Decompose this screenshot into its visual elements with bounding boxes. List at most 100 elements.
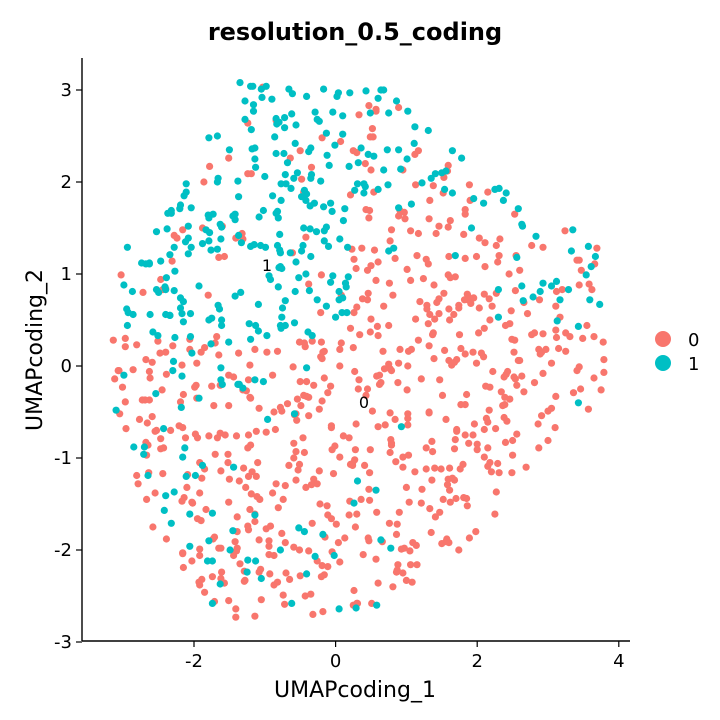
point-cluster-0 — [522, 463, 530, 471]
legend-swatch-0 — [655, 331, 671, 347]
point-cluster-0 — [157, 435, 165, 443]
point-cluster-0 — [374, 423, 382, 431]
point-cluster-1 — [370, 152, 378, 160]
point-cluster-1 — [514, 205, 522, 213]
point-cluster-0 — [356, 331, 364, 339]
point-cluster-0 — [573, 367, 581, 375]
point-cluster-1 — [155, 288, 163, 296]
point-cluster-1 — [529, 293, 537, 301]
point-cluster-1 — [317, 177, 325, 185]
point-cluster-0 — [303, 378, 311, 386]
point-cluster-0 — [232, 613, 240, 621]
point-cluster-0 — [210, 402, 218, 410]
point-cluster-0 — [417, 375, 425, 383]
point-cluster-1 — [307, 252, 315, 261]
point-cluster-0 — [205, 432, 213, 440]
point-cluster-0 — [302, 233, 310, 241]
point-cluster-0 — [181, 434, 190, 442]
point-cluster-1 — [312, 228, 321, 236]
point-cluster-0 — [442, 415, 450, 423]
point-cluster-0 — [346, 191, 355, 199]
point-cluster-0 — [569, 389, 578, 397]
point-cluster-0 — [373, 508, 381, 516]
point-cluster-1 — [236, 79, 244, 87]
point-cluster-0 — [310, 381, 318, 389]
point-cluster-0 — [252, 427, 260, 435]
point-cluster-0 — [151, 489, 159, 497]
point-cluster-0 — [484, 462, 492, 470]
point-cluster-1 — [237, 239, 245, 247]
point-cluster-0 — [588, 286, 596, 294]
point-cluster-1 — [180, 192, 188, 200]
point-cluster-0 — [469, 431, 477, 439]
point-cluster-1 — [346, 89, 354, 97]
point-cluster-0 — [501, 393, 509, 401]
point-cluster-0 — [539, 369, 547, 377]
point-cluster-0 — [251, 612, 259, 620]
point-cluster-1 — [383, 146, 391, 154]
point-cluster-0 — [179, 424, 187, 432]
point-cluster-1 — [208, 314, 216, 322]
point-cluster-0 — [346, 324, 355, 332]
point-cluster-0 — [372, 276, 380, 284]
point-cluster-1 — [518, 222, 527, 230]
point-cluster-0 — [202, 505, 210, 514]
point-cluster-0 — [271, 425, 279, 434]
point-cluster-0 — [308, 337, 316, 345]
point-cluster-0 — [599, 338, 607, 346]
point-cluster-0 — [313, 480, 321, 488]
point-cluster-1 — [140, 450, 148, 458]
point-cluster-0 — [575, 281, 583, 289]
point-cluster-1 — [341, 205, 349, 213]
point-cluster-0 — [134, 480, 142, 488]
point-cluster-1 — [327, 199, 335, 207]
point-cluster-0 — [183, 483, 191, 491]
point-cluster-1 — [288, 90, 296, 98]
point-cluster-0 — [539, 243, 547, 251]
point-cluster-0 — [461, 431, 469, 439]
point-cluster-0 — [281, 482, 289, 490]
point-cluster-1 — [418, 179, 426, 187]
point-cluster-1 — [144, 471, 152, 480]
point-cluster-0 — [224, 459, 232, 467]
point-cluster-1 — [258, 93, 266, 101]
point-cluster-1 — [374, 185, 382, 193]
point-cluster-0 — [339, 432, 347, 440]
point-cluster-0 — [413, 252, 421, 260]
point-cluster-1 — [458, 154, 466, 162]
point-cluster-1 — [411, 123, 419, 131]
point-cluster-1 — [123, 243, 131, 251]
point-cluster-0 — [215, 253, 223, 261]
point-cluster-0 — [500, 413, 508, 422]
point-cluster-0 — [122, 425, 130, 433]
point-cluster-0 — [497, 388, 505, 396]
cluster-label-1: 1 — [262, 256, 272, 275]
point-cluster-1 — [324, 242, 333, 250]
point-cluster-0 — [585, 280, 593, 288]
point-cluster-0 — [350, 255, 358, 263]
point-cluster-0 — [396, 345, 404, 353]
point-cluster-0 — [460, 230, 468, 238]
point-cluster-1 — [290, 174, 298, 182]
point-cluster-0 — [178, 361, 186, 369]
point-cluster-0 — [451, 436, 459, 444]
point-cluster-0 — [387, 441, 396, 449]
y-tick-label: 1 — [61, 264, 72, 285]
point-cluster-1 — [295, 524, 303, 532]
point-cluster-0 — [350, 309, 358, 317]
point-cluster-0 — [418, 485, 426, 493]
point-cluster-1 — [353, 180, 362, 188]
point-cluster-0 — [500, 373, 508, 381]
point-cluster-0 — [405, 498, 413, 506]
point-cluster-0 — [456, 465, 464, 473]
point-cluster-0 — [463, 502, 471, 510]
point-cluster-0 — [329, 470, 338, 478]
point-cluster-1 — [251, 376, 259, 384]
point-cluster-0 — [334, 539, 342, 547]
point-cluster-0 — [179, 549, 187, 557]
point-cluster-1 — [112, 406, 120, 414]
point-cluster-1 — [339, 112, 347, 120]
point-cluster-0 — [534, 420, 542, 428]
point-cluster-0 — [412, 315, 420, 323]
